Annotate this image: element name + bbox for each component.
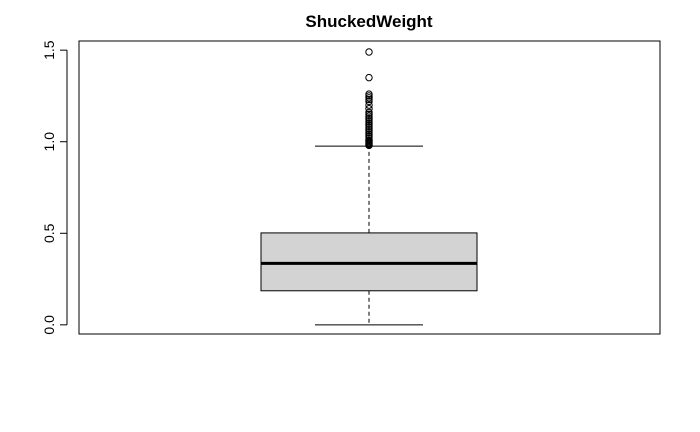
chart-title: ShuckedWeight (305, 12, 433, 31)
outlier-point (365, 101, 373, 109)
y-tick-label: 1.5 (41, 40, 57, 60)
outlier-point (365, 48, 373, 56)
outliers (365, 48, 373, 150)
y-tick-label: 0.0 (41, 315, 57, 335)
y-tick-label: 0.5 (41, 223, 57, 243)
outlier-point (365, 73, 373, 82)
y-axis: 0.0 0.5 1.0 1.5 (41, 40, 68, 335)
outlier-point (365, 108, 373, 117)
box-group (260, 145, 478, 326)
outlier-point (365, 90, 373, 98)
plot-frame (78, 40, 661, 335)
outlier-point (365, 105, 373, 113)
y-tick-label: 1.0 (41, 132, 57, 152)
